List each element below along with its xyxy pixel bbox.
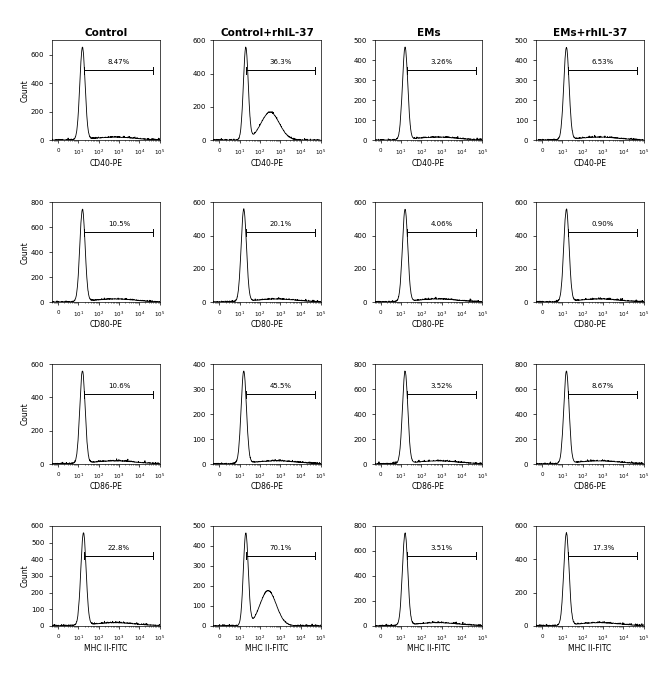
Y-axis label: Count: Count	[20, 565, 29, 588]
X-axis label: CD86-PE: CD86-PE	[412, 483, 445, 491]
Text: 8.47%: 8.47%	[108, 59, 130, 65]
Text: 17.3%: 17.3%	[592, 545, 614, 551]
Text: 3.51%: 3.51%	[430, 545, 453, 551]
X-axis label: CD86-PE: CD86-PE	[251, 483, 283, 491]
Title: Control+rhIL-37: Control+rhIL-37	[220, 28, 314, 38]
Text: 3.26%: 3.26%	[430, 59, 453, 65]
Text: 45.5%: 45.5%	[269, 383, 291, 389]
Text: 4.06%: 4.06%	[430, 221, 453, 227]
X-axis label: CD80-PE: CD80-PE	[89, 320, 122, 330]
Text: 70.1%: 70.1%	[269, 545, 291, 551]
X-axis label: CD40-PE: CD40-PE	[573, 159, 606, 168]
X-axis label: CD40-PE: CD40-PE	[251, 159, 283, 168]
X-axis label: MHC II-FITC: MHC II-FITC	[407, 644, 450, 653]
Y-axis label: Count: Count	[20, 402, 29, 425]
X-axis label: MHC II-FITC: MHC II-FITC	[84, 644, 127, 653]
X-axis label: CD80-PE: CD80-PE	[251, 320, 283, 330]
Text: 6.53%: 6.53%	[592, 59, 614, 65]
Y-axis label: Count: Count	[20, 79, 29, 102]
Title: EMs: EMs	[417, 28, 440, 38]
X-axis label: MHC II-FITC: MHC II-FITC	[246, 644, 289, 653]
Text: 3.52%: 3.52%	[430, 383, 452, 389]
Text: 8.67%: 8.67%	[592, 383, 614, 389]
Text: 10.6%: 10.6%	[108, 383, 130, 389]
Text: 20.1%: 20.1%	[269, 221, 291, 227]
X-axis label: CD80-PE: CD80-PE	[412, 320, 445, 330]
Title: Control: Control	[84, 28, 127, 38]
Text: 10.5%: 10.5%	[108, 221, 130, 227]
X-axis label: CD86-PE: CD86-PE	[573, 483, 606, 491]
X-axis label: CD86-PE: CD86-PE	[89, 483, 122, 491]
Title: EMs+rhIL-37: EMs+rhIL-37	[552, 28, 627, 38]
Text: 36.3%: 36.3%	[269, 59, 291, 65]
X-axis label: CD40-PE: CD40-PE	[412, 159, 445, 168]
X-axis label: MHC II-FITC: MHC II-FITC	[568, 644, 612, 653]
Text: 0.90%: 0.90%	[592, 221, 614, 227]
Text: 22.8%: 22.8%	[108, 545, 130, 551]
Y-axis label: Count: Count	[20, 241, 29, 264]
X-axis label: CD40-PE: CD40-PE	[89, 159, 122, 168]
X-axis label: CD80-PE: CD80-PE	[573, 320, 606, 330]
